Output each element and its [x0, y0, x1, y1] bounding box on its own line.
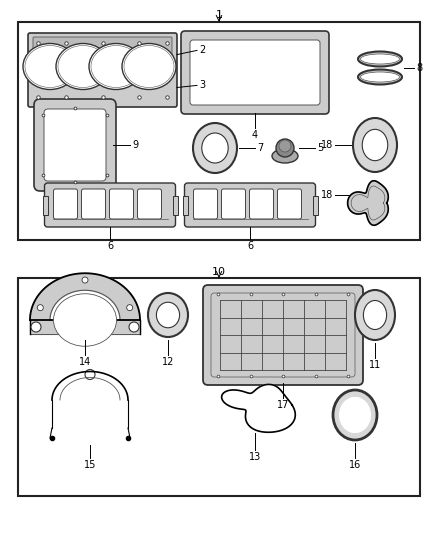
Circle shape — [127, 305, 133, 311]
Text: 16: 16 — [349, 460, 361, 470]
Ellipse shape — [276, 139, 294, 157]
Circle shape — [37, 305, 43, 311]
FancyBboxPatch shape — [81, 189, 106, 219]
Circle shape — [82, 277, 88, 283]
Polygon shape — [348, 181, 388, 225]
Text: 12: 12 — [162, 357, 174, 367]
Ellipse shape — [272, 149, 298, 163]
Text: 7: 7 — [257, 143, 263, 153]
Text: 1: 1 — [215, 10, 223, 20]
Ellipse shape — [89, 44, 143, 90]
FancyBboxPatch shape — [45, 183, 176, 227]
Text: 4: 4 — [252, 130, 258, 140]
FancyBboxPatch shape — [184, 183, 315, 227]
Ellipse shape — [360, 72, 399, 82]
Ellipse shape — [193, 123, 237, 173]
FancyBboxPatch shape — [44, 109, 106, 181]
Ellipse shape — [122, 44, 176, 90]
Polygon shape — [30, 273, 140, 320]
Ellipse shape — [91, 45, 141, 87]
Text: 17: 17 — [277, 400, 289, 410]
FancyBboxPatch shape — [190, 40, 320, 105]
Ellipse shape — [156, 302, 180, 328]
Text: 10: 10 — [212, 267, 226, 277]
Ellipse shape — [148, 293, 188, 337]
Ellipse shape — [362, 130, 388, 160]
FancyBboxPatch shape — [222, 189, 246, 219]
Ellipse shape — [333, 390, 377, 440]
FancyBboxPatch shape — [28, 33, 177, 107]
Text: 13: 13 — [249, 452, 261, 462]
Text: 2: 2 — [199, 45, 205, 55]
Ellipse shape — [355, 290, 395, 340]
Circle shape — [31, 322, 41, 332]
Bar — [42, 196, 47, 214]
Ellipse shape — [124, 45, 174, 87]
Ellipse shape — [360, 54, 399, 64]
Ellipse shape — [53, 294, 117, 346]
Ellipse shape — [279, 140, 291, 152]
FancyBboxPatch shape — [278, 189, 301, 219]
Text: 6: 6 — [247, 241, 253, 251]
Text: 11: 11 — [369, 360, 381, 370]
Text: 14: 14 — [79, 357, 91, 367]
Polygon shape — [30, 320, 140, 334]
Bar — [183, 196, 187, 214]
Text: 18: 18 — [321, 190, 333, 200]
FancyBboxPatch shape — [33, 37, 172, 59]
Ellipse shape — [56, 44, 110, 90]
FancyBboxPatch shape — [181, 31, 329, 114]
Bar — [173, 196, 177, 214]
Bar — [312, 196, 318, 214]
Ellipse shape — [364, 301, 387, 329]
Ellipse shape — [358, 52, 402, 67]
Polygon shape — [222, 384, 295, 432]
Ellipse shape — [339, 397, 371, 433]
Ellipse shape — [202, 133, 228, 163]
Text: 5: 5 — [317, 143, 323, 153]
FancyBboxPatch shape — [34, 99, 116, 191]
Circle shape — [85, 369, 95, 379]
Ellipse shape — [58, 45, 108, 87]
FancyBboxPatch shape — [250, 189, 273, 219]
Text: 6: 6 — [107, 241, 113, 251]
FancyBboxPatch shape — [53, 189, 78, 219]
Text: 9: 9 — [132, 140, 138, 150]
Text: 8: 8 — [416, 63, 422, 73]
Bar — [18, 22, 420, 240]
FancyBboxPatch shape — [203, 285, 363, 385]
Ellipse shape — [353, 118, 397, 172]
Circle shape — [129, 322, 139, 332]
Text: 18: 18 — [321, 140, 333, 150]
Ellipse shape — [358, 69, 402, 85]
Text: 3: 3 — [199, 80, 205, 91]
Text: 15: 15 — [84, 460, 96, 470]
FancyBboxPatch shape — [110, 189, 134, 219]
Ellipse shape — [25, 45, 75, 87]
FancyBboxPatch shape — [194, 189, 218, 219]
FancyBboxPatch shape — [138, 189, 162, 219]
Ellipse shape — [23, 44, 77, 90]
Bar — [18, 278, 420, 496]
Ellipse shape — [339, 397, 371, 433]
